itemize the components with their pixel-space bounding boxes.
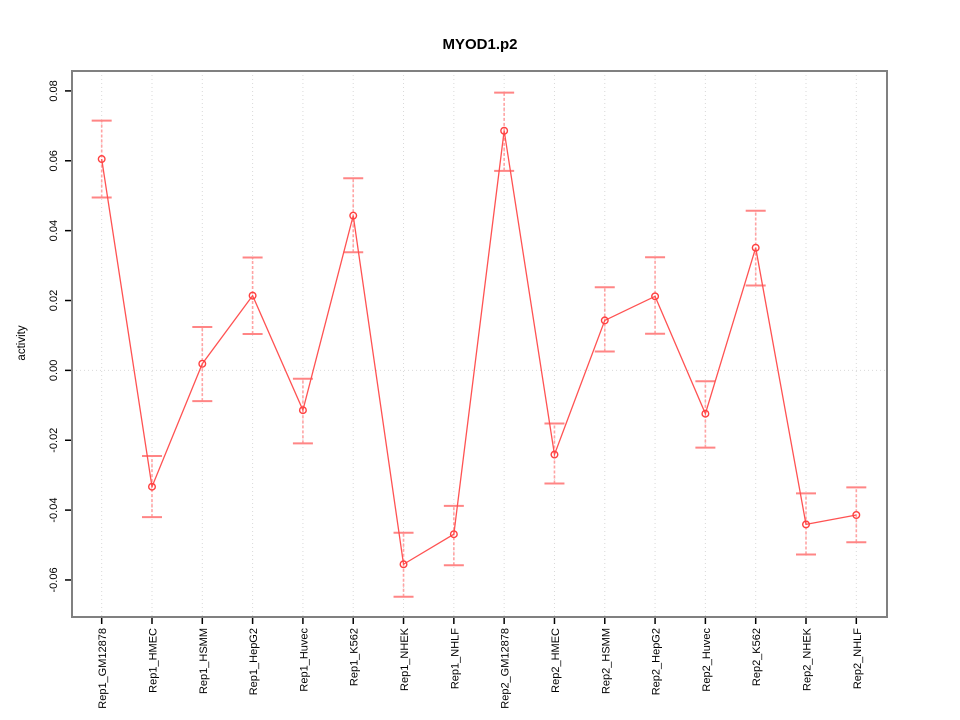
data-point: [852, 510, 861, 519]
series-line: [101, 130, 857, 566]
data-point: [550, 450, 559, 459]
data-point: [751, 243, 760, 252]
data-point: [248, 291, 257, 300]
x-tick-label: Rep2_HepG2: [651, 628, 663, 695]
data-point: [701, 409, 710, 418]
data-point: [147, 482, 156, 491]
y-tick-label: 0.06: [48, 150, 60, 171]
y-tick-label: 0.08: [48, 80, 60, 101]
y-tick-label: 0.00: [48, 360, 60, 381]
y-axis-label: activity: [16, 325, 28, 360]
data-point: [449, 530, 458, 539]
x-tick-label: Rep2_Huvec: [701, 628, 713, 692]
x-tick-label: Rep1_GM12878: [97, 628, 109, 709]
x-tick-label: Rep1_HepG2: [248, 628, 260, 695]
y-tick-label: 0.02: [48, 290, 60, 311]
data-point: [349, 211, 358, 220]
plot-frame: [71, 70, 888, 618]
plot-area: 0.08 0.06 0.04 0.02 0.00 -0.02 -0.04 -0.06 Rep1_…: [48, 70, 888, 709]
x-tick-label: Rep1_HMEC: [147, 628, 159, 693]
x-tick-label: Rep2_HMEC: [550, 628, 562, 693]
x-tick-label: Rep2_NHLF: [852, 628, 864, 689]
y-tick-label: -0.06: [48, 567, 60, 592]
x-tick-label: Rep2_NHEK: [802, 627, 814, 691]
y-tick-label: 0.04: [48, 220, 60, 241]
data-point: [399, 560, 408, 569]
data-point: [500, 126, 509, 135]
x-tick-label: Rep1_NHEK: [399, 627, 411, 691]
data-point: [651, 292, 660, 301]
data-point: [802, 520, 811, 529]
x-tick-label: Rep2_GM12878: [500, 628, 512, 709]
x-tick-label: Rep1_Huvec: [298, 628, 310, 692]
x-tick-label: Rep1_NHLF: [449, 628, 461, 689]
x-tick-label: Rep2_HSMM: [600, 628, 612, 694]
data-point: [600, 316, 609, 325]
y-tick-label: -0.02: [48, 428, 60, 453]
data-point: [298, 406, 307, 415]
x-tick-label: Rep2_K562: [751, 628, 763, 686]
y-tick-label: -0.04: [48, 498, 60, 523]
x-tick-label: Rep1_K562: [349, 628, 361, 686]
chart-title: MYOD1.p2: [442, 36, 517, 53]
data-point: [198, 359, 207, 368]
data-point: [97, 155, 106, 164]
x-tick-label: Rep1_HSMM: [198, 628, 210, 694]
